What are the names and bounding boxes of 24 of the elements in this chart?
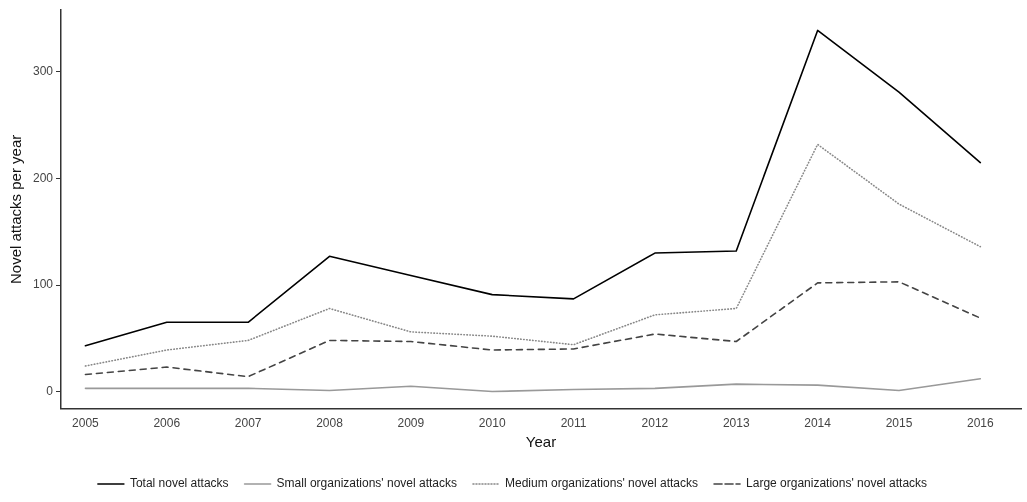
x-tick-label: 2013 [722,416,750,431]
y-axis-title: Novel attacks per year [7,134,25,285]
y-tick-label: 200 [32,170,54,185]
x-tick-label: 2012 [641,416,669,431]
x-tick-label: 2016 [966,416,994,431]
y-tick-label: 100 [32,277,54,292]
x-tick-label: 2009 [397,416,425,431]
x-tick-label: 2015 [885,416,913,431]
x-tick-label: 2014 [804,416,832,431]
line-series [84,143,982,367]
x-tick-label: 2007 [234,416,262,431]
x-tick-label: 2011 [560,416,587,431]
legend-label: Medium organizations' novel attacks [504,476,699,491]
x-tick-label: 2005 [72,416,100,431]
legend-label: Total novel attacks [129,476,229,491]
x-tick-label: 2010 [478,416,506,431]
y-tick-label: 0 [46,383,54,398]
x-tick-label: 2006 [153,416,181,431]
x-axis-title: Year [525,433,557,451]
legend-label: Large organizations' novel attacks [746,476,928,491]
x-tick-label: 2008 [316,416,344,431]
y-tick-label: 300 [32,64,54,79]
line-series [84,281,982,378]
legend-label: Small organizations' novel attacks [276,476,457,491]
